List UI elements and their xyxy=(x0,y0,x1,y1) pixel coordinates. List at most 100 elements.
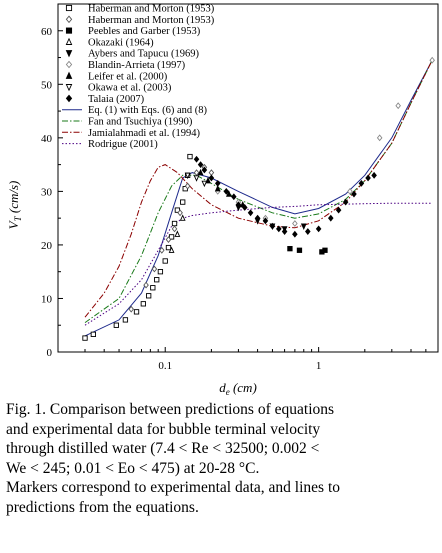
legend-label: Rodrigue (2001) xyxy=(88,139,158,150)
data-point xyxy=(187,153,193,160)
x-axis-label: de (cm) xyxy=(219,380,257,397)
data-point xyxy=(197,168,204,176)
y-tick-label: 40 xyxy=(41,133,53,145)
data-point xyxy=(201,180,208,188)
data-point xyxy=(214,184,221,192)
data-point xyxy=(82,335,88,341)
y-tick-label: 60 xyxy=(41,26,53,38)
figure-caption: Fig. 1. Comparison between predictions o… xyxy=(6,400,436,517)
legend-label: Haberman and Morton (1953) xyxy=(88,15,215,26)
legend-marker xyxy=(65,84,73,92)
data-point xyxy=(193,169,200,177)
legend-marker xyxy=(65,94,73,103)
data-point xyxy=(214,179,221,187)
data-point xyxy=(208,174,215,182)
data-point xyxy=(351,190,357,198)
legend-label: Jamialahmadi et al. (1994) xyxy=(88,128,200,139)
data-point xyxy=(201,166,208,174)
legend-marker xyxy=(65,27,73,34)
data-point xyxy=(281,228,288,235)
legend-marker xyxy=(65,60,73,69)
data-point xyxy=(140,301,146,307)
data-point xyxy=(235,201,242,209)
axis-ticks: 0 10 20 30 40 50 60 0.1 1 xyxy=(41,26,427,372)
chart-figure: 0 10 20 30 40 50 60 0.1 1 Haberman and Morton (1… xyxy=(6,3,439,397)
legend-label: Aybers and Tapucu (1969) xyxy=(88,49,199,60)
x-tick-label: 1 xyxy=(316,360,322,372)
y-axis-label: VT (cm/s) xyxy=(6,181,23,230)
data-point xyxy=(113,322,119,328)
data-point xyxy=(150,285,156,291)
legend-marker xyxy=(65,4,73,12)
data-point xyxy=(168,246,175,253)
data-point xyxy=(225,190,232,197)
data-point xyxy=(315,225,322,233)
data-point xyxy=(254,214,261,222)
data-point xyxy=(184,172,191,180)
data-point xyxy=(231,193,237,201)
data-point xyxy=(171,225,178,233)
data-point xyxy=(223,187,230,195)
data-point xyxy=(184,182,191,190)
data-point xyxy=(146,293,152,299)
y-tick-label: 0 xyxy=(47,347,53,359)
data-point xyxy=(335,206,342,214)
data-point xyxy=(208,169,215,177)
data-point xyxy=(193,175,200,182)
data-point xyxy=(241,204,248,211)
data-point xyxy=(347,187,353,195)
caption-line: through distilled water (7.4 < Re < 3250… xyxy=(6,440,320,457)
series-line xyxy=(84,202,433,326)
legend-label: Peebles and Garber (1953) xyxy=(88,26,201,37)
data-point xyxy=(193,155,200,163)
data-point xyxy=(162,258,168,264)
caption-line: Markers correspond to experimental data,… xyxy=(6,479,340,496)
experimental-markers xyxy=(82,56,435,341)
data-point xyxy=(327,214,334,222)
caption-line: We < 245; 0.01 < Eo < 475) at 20-28 °C. xyxy=(6,459,260,477)
data-point xyxy=(179,214,186,221)
legend-marker xyxy=(65,37,73,45)
data-point xyxy=(247,209,254,217)
y-tick-label: 20 xyxy=(41,240,53,252)
data-point xyxy=(157,269,164,275)
data-point xyxy=(287,246,293,252)
plot-border xyxy=(57,3,439,353)
legend-label: Haberman and Morton (1953) xyxy=(88,4,215,15)
data-point xyxy=(296,247,303,253)
data-point xyxy=(365,174,371,182)
y-tick-label: 30 xyxy=(41,186,53,198)
legend-label: Okawa et al. (2003) xyxy=(88,83,172,94)
caption-line: Fig. 1. Comparison between predictions o… xyxy=(6,401,335,418)
data-point xyxy=(143,281,149,289)
data-point xyxy=(205,176,211,184)
y-tick-label: 50 xyxy=(41,79,53,91)
data-point xyxy=(171,220,178,227)
legend-label: Eq. (1) with Eqs. (6) and (8) xyxy=(88,105,207,116)
data-point xyxy=(262,217,269,225)
y-tick-label: 10 xyxy=(41,293,53,305)
data-point xyxy=(165,244,172,251)
data-point xyxy=(168,234,175,240)
legend-label: Leifer et al. (2000) xyxy=(88,71,168,82)
x-tick-label: 0.1 xyxy=(158,360,172,372)
legend-label: Okazaki (1964) xyxy=(88,37,154,48)
data-point xyxy=(395,102,401,110)
legend-label: Talaia (2007) xyxy=(88,94,145,105)
plot-frame xyxy=(57,3,439,353)
data-point xyxy=(151,265,158,273)
data-point xyxy=(174,230,181,237)
data-point xyxy=(159,246,165,254)
data-point xyxy=(90,331,97,337)
data-point xyxy=(322,247,328,253)
legend-marker xyxy=(65,71,73,79)
data-point xyxy=(292,230,298,238)
data-point xyxy=(342,198,349,206)
data-point xyxy=(177,209,183,217)
data-point xyxy=(305,228,311,235)
data-point xyxy=(376,134,383,142)
data-point xyxy=(154,277,160,283)
caption-line: and experimental data for bubble termina… xyxy=(6,420,321,438)
legend-label: Blandin-Arrieta (1997) xyxy=(88,60,186,71)
data-point xyxy=(300,223,307,230)
